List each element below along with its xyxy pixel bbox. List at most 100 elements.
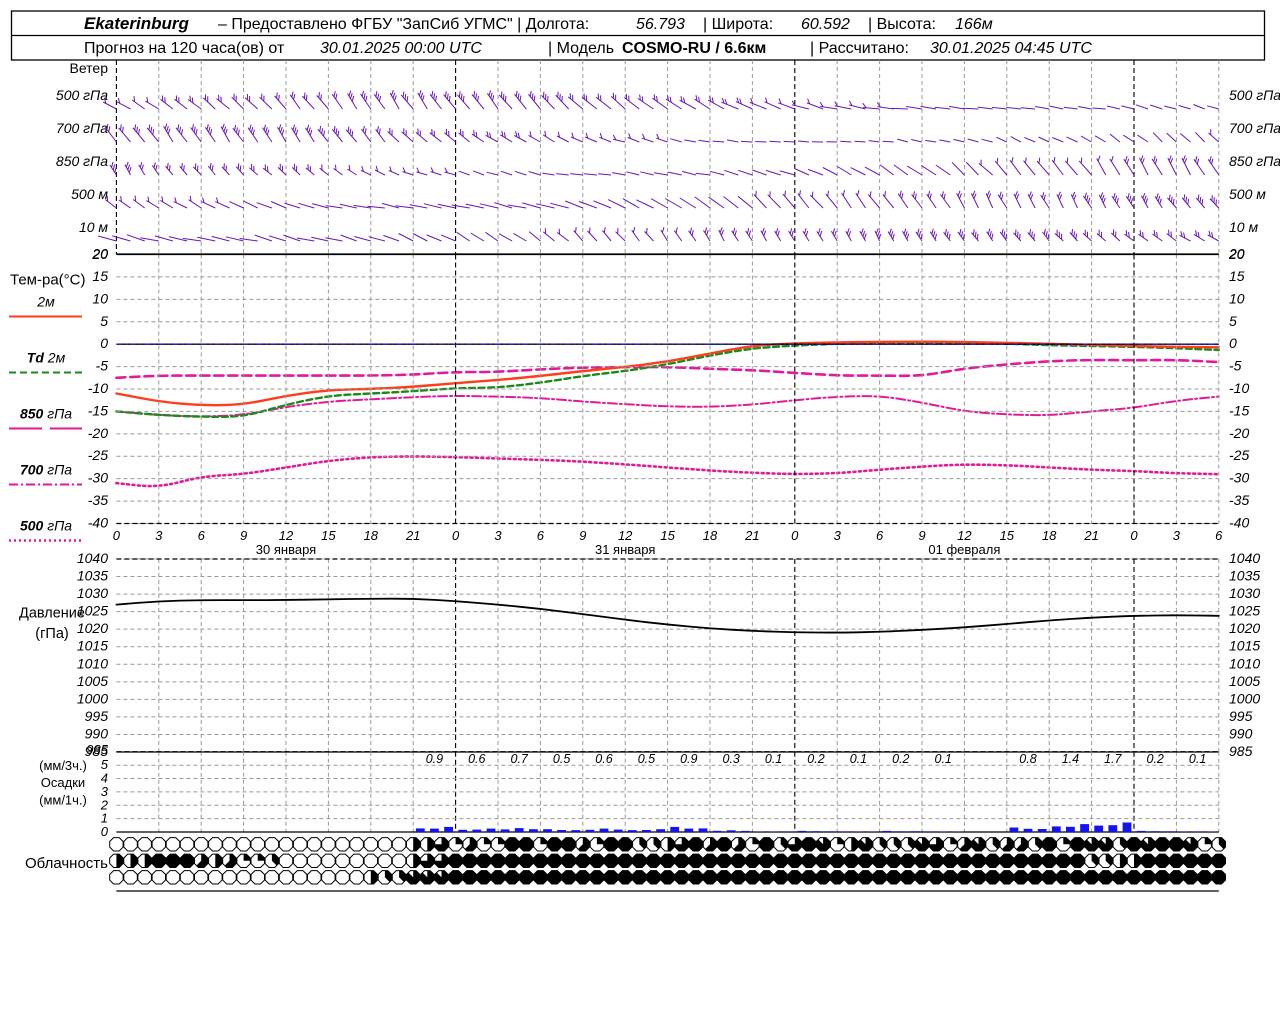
svg-text:-30: -30 [88, 470, 108, 486]
svg-text:15: 15 [92, 268, 108, 284]
svg-text:Ekaterinburg: Ekaterinburg [84, 14, 189, 33]
svg-text:6: 6 [537, 528, 545, 543]
svg-text:0: 0 [1229, 335, 1237, 351]
svg-text:1005: 1005 [77, 673, 108, 689]
svg-text:| Рассчитано:: | Рассчитано: [810, 40, 909, 57]
svg-text:166м: 166м [955, 16, 993, 33]
svg-text:1010: 1010 [1229, 655, 1260, 671]
svg-text:10: 10 [92, 290, 108, 306]
svg-text:990: 990 [1229, 726, 1253, 742]
svg-text:700 гПа: 700 гПа [1229, 120, 1280, 136]
svg-text:500 гПа: 500 гПа [56, 87, 108, 103]
svg-text:| Модель: | Модель [548, 40, 614, 57]
svg-text:10 м: 10 м [79, 219, 108, 235]
svg-text:12: 12 [279, 528, 294, 543]
svg-text:500 м: 500 м [71, 186, 108, 202]
svg-text:21: 21 [405, 528, 420, 543]
svg-text:10: 10 [1229, 290, 1245, 306]
svg-text:10 м: 10 м [1229, 219, 1258, 235]
svg-text:(мм/1ч.): (мм/1ч.) [39, 792, 87, 807]
svg-text:-10: -10 [1229, 380, 1249, 396]
svg-text:Тем-ра(°C): Тем-ра(°C) [10, 272, 85, 289]
svg-text:Облачность: Облачность [25, 855, 108, 872]
svg-text:1035: 1035 [77, 568, 108, 584]
svg-text:-25: -25 [1229, 447, 1249, 463]
svg-text:0.6: 0.6 [595, 752, 612, 766]
svg-text:0.2: 0.2 [807, 752, 824, 766]
svg-text:-20: -20 [1229, 425, 1249, 441]
svg-text:-15: -15 [1229, 402, 1249, 418]
svg-text:15: 15 [321, 528, 336, 543]
svg-text:30 января: 30 января [256, 542, 316, 557]
svg-text:0: 0 [100, 335, 108, 351]
svg-text:1.4: 1.4 [1062, 752, 1079, 766]
svg-text:-30: -30 [1229, 470, 1249, 486]
svg-text:0.3: 0.3 [723, 752, 740, 766]
svg-text:3: 3 [1173, 528, 1181, 543]
svg-text:0: 0 [452, 528, 460, 543]
svg-text:1005: 1005 [1229, 673, 1260, 689]
svg-text:20: 20 [1228, 246, 1245, 262]
svg-text:1015: 1015 [77, 638, 108, 654]
svg-text:0.1: 0.1 [850, 752, 867, 766]
svg-text:12: 12 [957, 528, 972, 543]
svg-text:-25: -25 [88, 447, 108, 463]
svg-text:1000: 1000 [1229, 690, 1260, 706]
svg-text:0: 0 [1130, 528, 1138, 543]
svg-text:1.7: 1.7 [1104, 752, 1122, 766]
svg-text:3: 3 [494, 528, 502, 543]
svg-text:0.7: 0.7 [511, 752, 529, 766]
svg-text:1020: 1020 [1229, 620, 1260, 636]
svg-text:0.1: 0.1 [1189, 752, 1206, 766]
svg-text:21: 21 [744, 528, 759, 543]
svg-text:1010: 1010 [77, 655, 108, 671]
svg-text:56.793: 56.793 [636, 16, 685, 33]
svg-text:15: 15 [1000, 528, 1015, 543]
svg-text:-5: -5 [1229, 358, 1242, 374]
svg-text:6: 6 [876, 528, 884, 543]
svg-text:18: 18 [364, 528, 379, 543]
svg-text:0: 0 [113, 528, 121, 543]
svg-text:(мм/3ч.): (мм/3ч.) [39, 758, 87, 773]
svg-text:850 гПа: 850 гПа [1229, 153, 1280, 169]
svg-text:1000: 1000 [77, 690, 108, 706]
svg-text:60.592: 60.592 [801, 16, 850, 33]
svg-text:-40: -40 [1229, 515, 1249, 531]
svg-text:31 января: 31 января [595, 542, 655, 557]
svg-text:30.01.2025 04:45 UTC: 30.01.2025 04:45 UTC [930, 40, 1092, 57]
svg-text:12: 12 [618, 528, 633, 543]
svg-text:0.8: 0.8 [1019, 752, 1036, 766]
svg-text:18: 18 [1042, 528, 1057, 543]
svg-text:0.5: 0.5 [553, 752, 570, 766]
svg-text:1020: 1020 [77, 620, 108, 636]
svg-text:6: 6 [198, 528, 206, 543]
svg-text:0.1: 0.1 [935, 752, 952, 766]
svg-text:990: 990 [85, 726, 109, 742]
svg-text:700 гПа: 700 гПа [20, 462, 72, 478]
svg-text:850 гПа: 850 гПа [20, 406, 72, 422]
svg-text:01 февраля: 01 февраля [928, 542, 1000, 557]
svg-text:COSMO-RU / 6.6км: COSMO-RU / 6.6км [622, 40, 766, 57]
svg-text:1030: 1030 [1229, 585, 1260, 601]
svg-text:9: 9 [240, 528, 247, 543]
svg-text:Давление: Давление [19, 606, 85, 622]
svg-text:850 гПа: 850 гПа [56, 153, 108, 169]
svg-text:1040: 1040 [1229, 550, 1260, 566]
svg-text:0.9: 0.9 [426, 752, 443, 766]
svg-text:995: 995 [85, 708, 109, 724]
svg-text:1025: 1025 [1229, 603, 1260, 619]
svg-text:Прогноз на 120 часа(ов) от: Прогноз на 120 часа(ов) от [84, 40, 285, 57]
svg-text:985: 985 [86, 742, 108, 757]
svg-text:-35: -35 [1229, 492, 1249, 508]
svg-text:21: 21 [1083, 528, 1098, 543]
svg-text:-10: -10 [88, 380, 108, 396]
svg-text:5: 5 [1229, 313, 1237, 329]
svg-text:700 гПа: 700 гПа [56, 120, 108, 136]
svg-text:Td 2м: Td 2м [27, 350, 66, 366]
svg-text:1015: 1015 [1229, 638, 1260, 654]
svg-text:| Высота:: | Высота: [868, 16, 936, 33]
svg-text:0.9: 0.9 [680, 752, 697, 766]
svg-text:995: 995 [1229, 708, 1253, 724]
svg-text:0.6: 0.6 [468, 752, 485, 766]
svg-text:3: 3 [834, 528, 842, 543]
